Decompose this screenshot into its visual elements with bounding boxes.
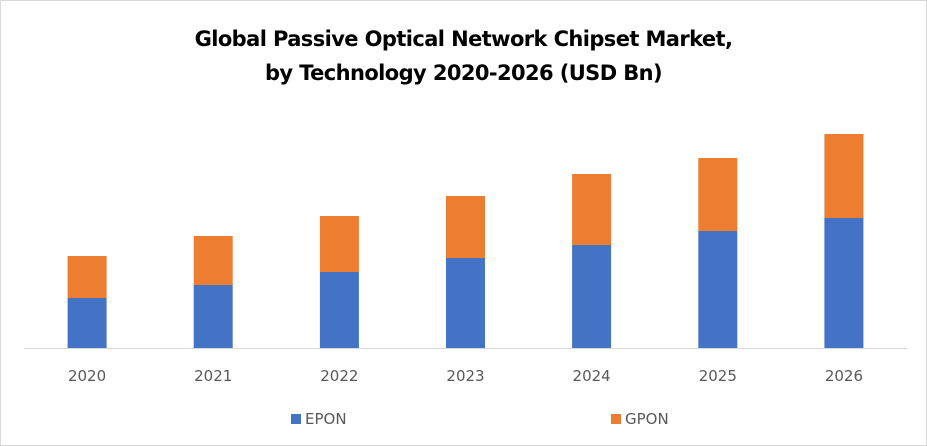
- chart-title-line-1: Global Passive Optical Network Chipset M…: [194, 27, 733, 51]
- x-tick-label: 2020: [68, 367, 106, 385]
- x-tick-label: 2023: [446, 367, 484, 385]
- bar-epon-2022: [319, 272, 359, 348]
- bar-epon-2020: [67, 298, 107, 348]
- legend-swatch-gpon: [611, 414, 621, 424]
- bar-gpon-2025: [698, 158, 738, 231]
- x-tick-label: 2025: [699, 367, 737, 385]
- bar-epon-2026: [824, 218, 864, 348]
- bar-gpon-2023: [446, 196, 485, 258]
- x-tick-label: 2021: [194, 367, 232, 385]
- bar-gpon-2021: [193, 236, 233, 285]
- legend-label-epon: EPON: [305, 410, 347, 428]
- x-tick-label: 2026: [825, 367, 863, 385]
- x-tick-label: 2024: [573, 367, 611, 385]
- bar-epon-2023: [446, 258, 485, 348]
- legend-swatch-epon: [291, 414, 301, 424]
- bar-gpon-2020: [67, 256, 107, 298]
- bar-epon-2024: [572, 245, 612, 348]
- legend-label-gpon: GPON: [625, 410, 669, 428]
- legend-item-epon: EPON: [291, 410, 347, 428]
- chart-title: Global Passive Optical Network Chipset M…: [0, 22, 927, 90]
- legend-item-gpon: GPON: [611, 410, 669, 428]
- bar-gpon-2022: [319, 216, 359, 272]
- chart-title-line-2: by Technology 2020-2026 (USD Bn): [264, 61, 663, 85]
- bar-epon-2021: [193, 285, 233, 348]
- x-tick-label: 2022: [320, 367, 358, 385]
- bar-gpon-2024: [572, 174, 612, 245]
- bar-epon-2025: [698, 231, 738, 348]
- bar-gpon-2026: [824, 134, 864, 218]
